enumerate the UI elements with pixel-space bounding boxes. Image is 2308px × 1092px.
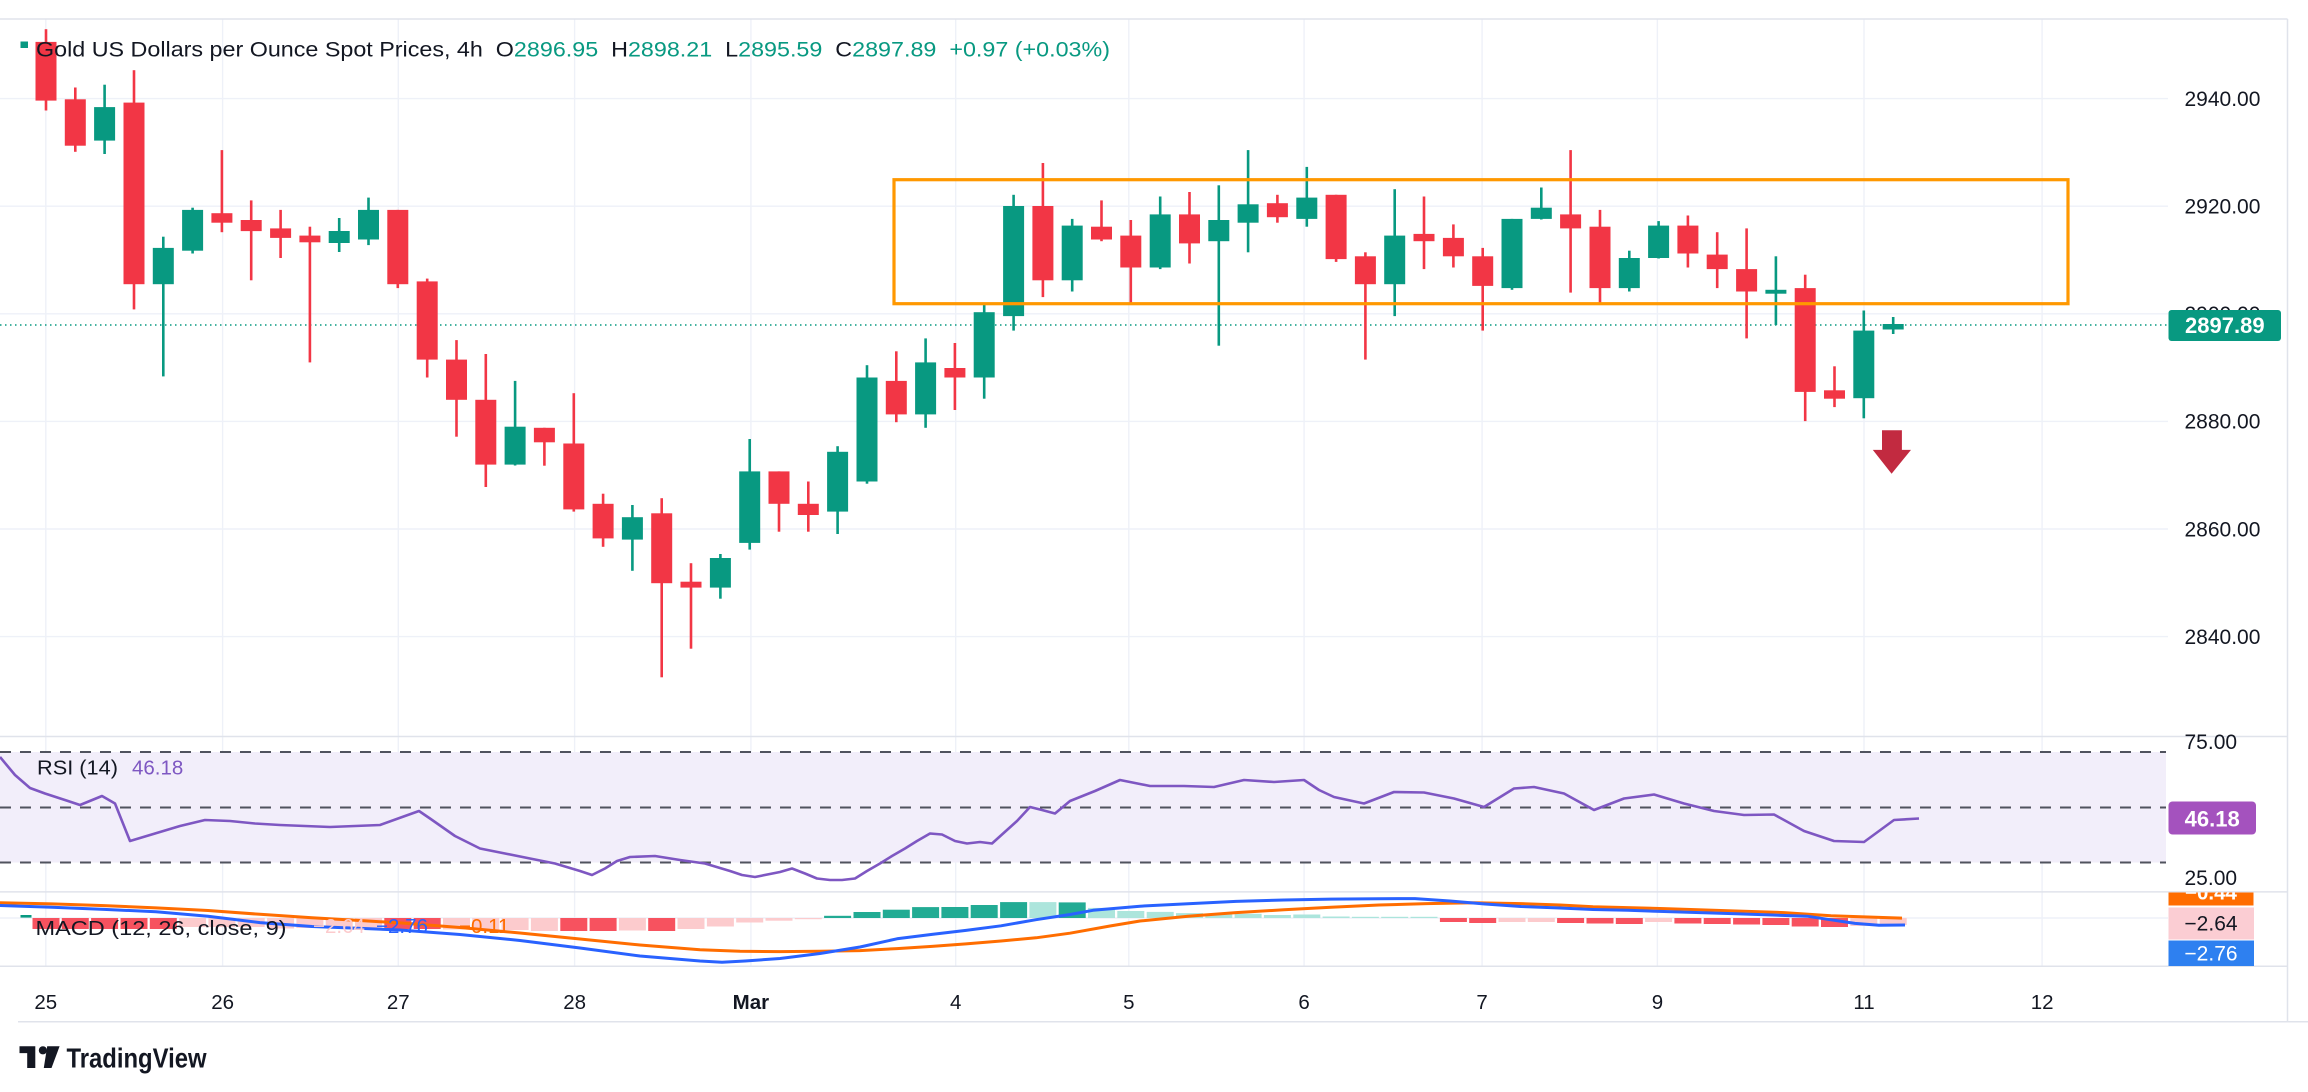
svg-text:2920.00: 2920.00 [2185, 196, 2261, 219]
svg-text:11: 11 [1853, 991, 1874, 1014]
svg-text:7: 7 [1476, 991, 1487, 1014]
svg-text:75.00: 75.00 [2185, 731, 2238, 754]
svg-text:46.18: 46.18 [132, 757, 183, 780]
svg-text:28: 28 [563, 991, 586, 1014]
svg-text:25.00: 25.00 [2185, 867, 2238, 890]
svg-text:25: 25 [34, 991, 57, 1014]
svg-text:2860.00: 2860.00 [2185, 518, 2261, 541]
svg-text:TradingView: TradingView [67, 1043, 208, 1074]
svg-text:MACD (12, 26, close, 9): MACD (12, 26, close, 9) [36, 917, 287, 940]
svg-text:−0.11: −0.11 [459, 915, 509, 938]
svg-text:9: 9 [1652, 991, 1663, 1014]
svg-text:−2.76: −2.76 [2184, 943, 2237, 966]
svg-text:2880.00: 2880.00 [2185, 411, 2261, 434]
svg-text:−2.64: −2.64 [313, 915, 365, 938]
svg-text:2940.00: 2940.00 [2185, 88, 2261, 111]
svg-text:46.18: 46.18 [2185, 807, 2240, 832]
svg-text:12: 12 [2031, 991, 2054, 1014]
svg-text:2840.00: 2840.00 [2185, 626, 2261, 649]
svg-text:2897.89: 2897.89 [2185, 313, 2265, 338]
svg-text:5: 5 [1123, 991, 1134, 1014]
svg-text:−2.76: −2.76 [376, 915, 428, 938]
svg-text:27: 27 [387, 991, 410, 1014]
svg-text:−0.44: −0.44 [2185, 882, 2237, 905]
svg-text:Gold US Dollars per Ounce Spot: Gold US Dollars per Ounce Spot Prices, 4… [36, 38, 1110, 62]
svg-text:4: 4 [950, 991, 961, 1014]
svg-text:−2.64: −2.64 [2184, 913, 2237, 936]
svg-text:6: 6 [1298, 991, 1309, 1014]
svg-text:RSI (14): RSI (14) [37, 757, 118, 780]
svg-text:26: 26 [211, 991, 234, 1014]
svg-text:Mar: Mar [733, 991, 769, 1014]
